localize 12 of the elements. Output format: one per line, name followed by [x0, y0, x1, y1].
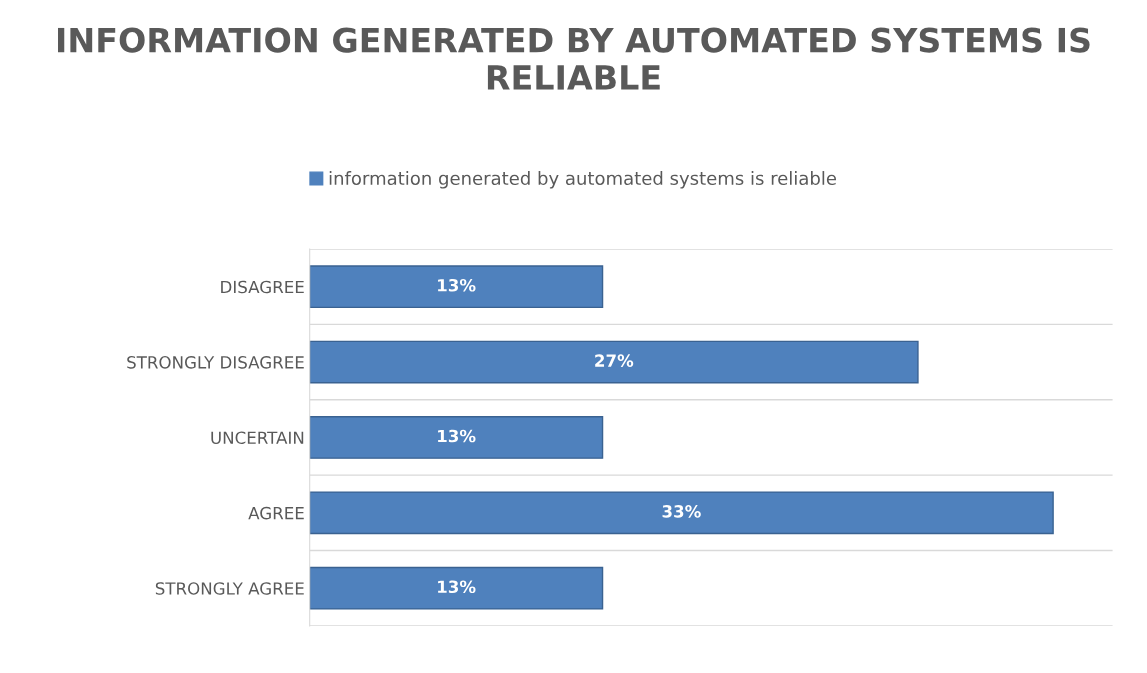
data-label: 13%: [438, 429, 476, 443]
y-tick-label: STRONGLY AGREE: [155, 582, 304, 595]
data-label: 33%: [662, 505, 701, 518]
y-tick-label: UNCERTAIN: [211, 431, 304, 445]
data-label: 13%: [438, 580, 476, 594]
y-tick-label: AGREE: [248, 506, 304, 520]
data-label: 27%: [595, 354, 634, 367]
y-tick-label: STRONGLY DISAGREE: [127, 356, 304, 369]
legend-label: information generated by automated systems is reliable: [329, 171, 837, 189]
chart-title: INFORMATION GENERATED BY AUTOMATED SYSTEMS IS RELIABLE: [58, 27, 1090, 90]
y-tick-label: DISAGREE: [221, 280, 304, 294]
data-label: 13%: [438, 278, 476, 292]
